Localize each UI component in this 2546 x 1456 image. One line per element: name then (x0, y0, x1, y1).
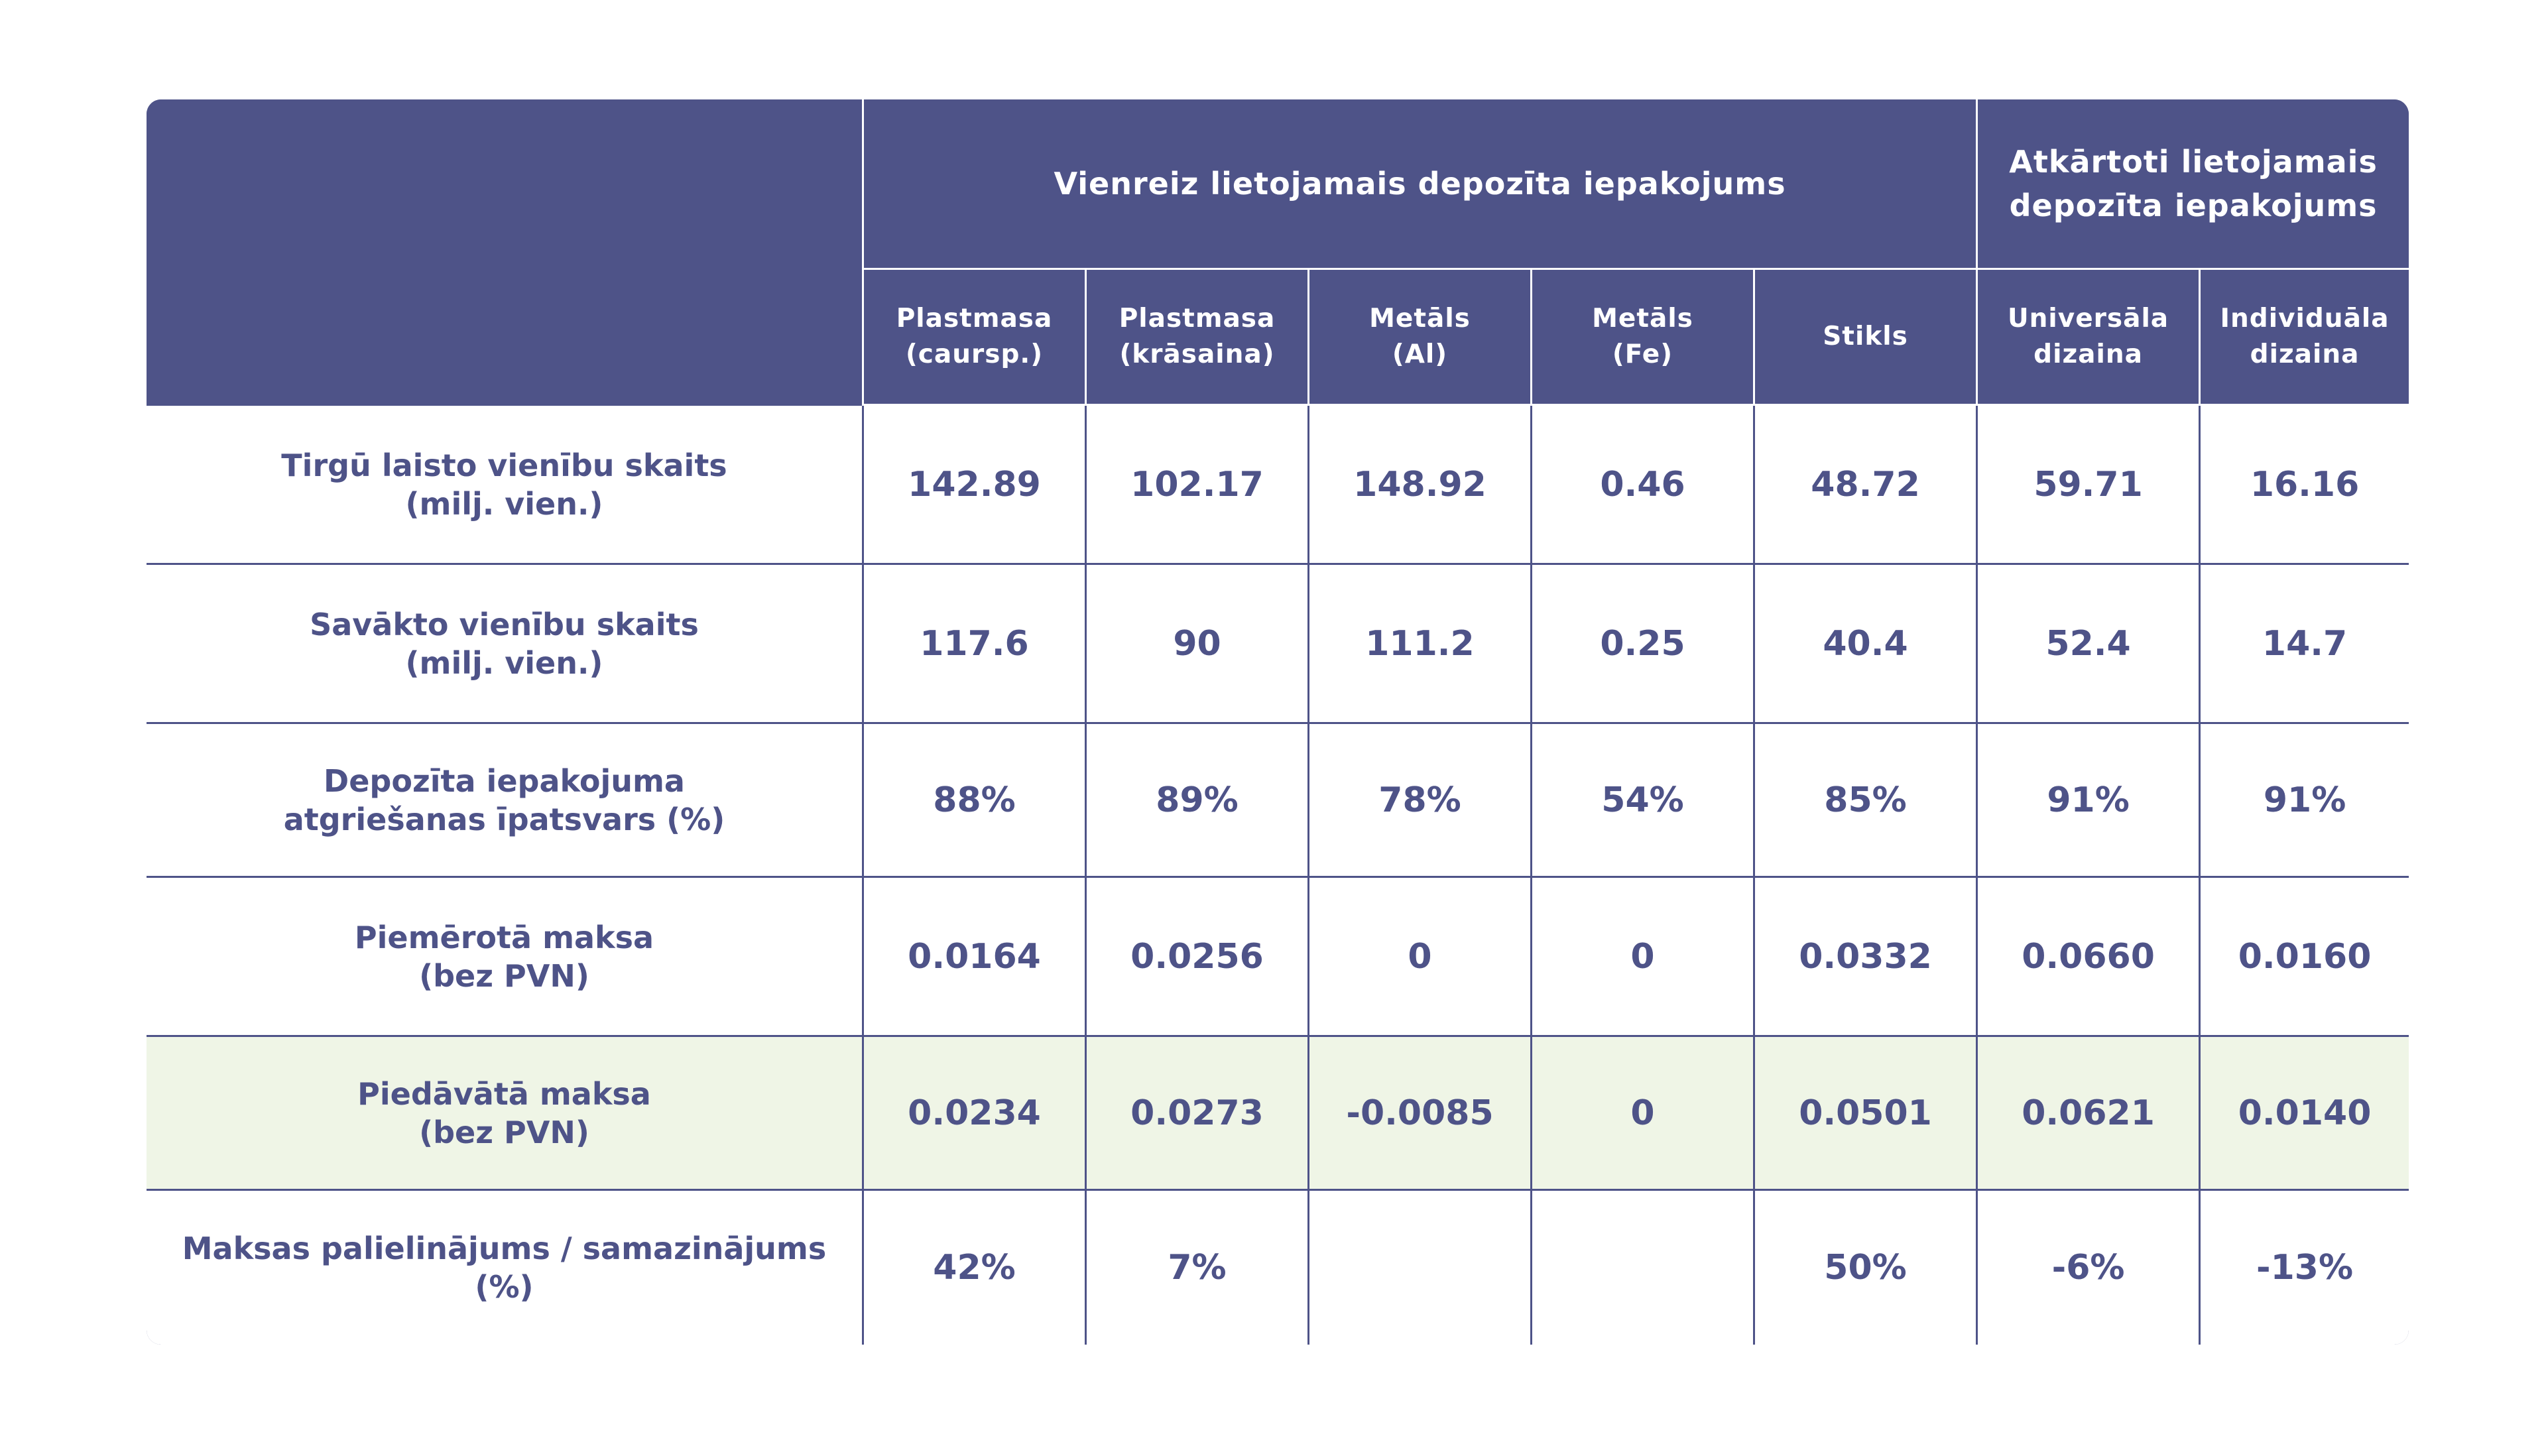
value-cell: 78% (1309, 724, 1532, 878)
table-row: Tirgū laisto vienību skaits (milj. vien.… (147, 406, 2409, 565)
value-cell: 85% (1755, 724, 1978, 878)
table-header: Vienreiz lietojamais depozīta iepakojums… (147, 99, 2409, 406)
value-cell: 0.46 (1532, 406, 1755, 565)
value-cell: 91% (1978, 724, 2201, 878)
value-cell: 0.0164 (864, 878, 1087, 1037)
value-cell: 148.92 (1309, 406, 1532, 565)
column-header-label: Metāls (Al) (1369, 304, 1471, 369)
row-label: Depozīta iepakojuma atgriešanas īpatsvar… (147, 724, 864, 878)
column-header-label: Stikls (1823, 322, 1908, 351)
column-header-metal-al: Metāls (Al) (1309, 270, 1532, 406)
table-body: Tirgū laisto vienību skaits (milj. vien.… (147, 406, 2409, 1345)
group-header-reusable: Atkārtoti lietojamais depozīta iepakojum… (1978, 99, 2409, 270)
row-label: Tirgū laisto vienību skaits (milj. vien.… (147, 406, 864, 565)
group-header-label: Atkārtoti lietojamais depozīta iepakojum… (2009, 144, 2378, 223)
value-cell: -0.0085 (1309, 1037, 1532, 1191)
value-cell: -6% (1978, 1191, 2201, 1345)
row-label: Maksas palielinājums / samazinājums (%) (147, 1191, 864, 1345)
value-cell: 7% (1087, 1191, 1309, 1345)
value-cell: 0.0660 (1978, 878, 2201, 1037)
value-cell: 0.0273 (1087, 1037, 1309, 1191)
value-cell: 48.72 (1755, 406, 1978, 565)
value-cell: 0.0621 (1978, 1037, 2201, 1191)
column-header-plastic-clear: Plastmasa (caursp.) (864, 270, 1087, 406)
value-cell: 52.4 (1978, 565, 2201, 724)
table-row: Piemērotā maksa (bez PVN) 0.0164 0.0256 … (147, 878, 2409, 1037)
value-cell: 0.0160 (2201, 878, 2409, 1037)
value-cell: -13% (2201, 1191, 2409, 1345)
group-header-label: Vienreiz lietojamais depozīta iepakojums (1054, 166, 1786, 202)
value-cell: 89% (1087, 724, 1309, 878)
column-header-row: Plastmasa (caursp.) Plastmasa (krāsaina)… (147, 270, 2409, 406)
column-group-row: Vienreiz lietojamais depozīta iepakojums… (147, 99, 2409, 406)
table-row: Maksas palielinājums / samazinājums (%) … (147, 1191, 2409, 1345)
value-cell: 0 (1309, 878, 1532, 1037)
table-row: Savākto vienību skaits (milj. vien.) 117… (147, 565, 2409, 724)
value-cell: 88% (864, 724, 1087, 878)
value-cell: 42% (864, 1191, 1087, 1345)
value-cell: 142.89 (864, 406, 1087, 565)
table-row: Depozīta iepakojuma atgriešanas īpatsvar… (147, 724, 2409, 878)
column-header-label: Metāls (Fe) (1592, 304, 1693, 369)
column-header-glass: Stikls (1755, 270, 1978, 406)
value-cell: 0.0140 (2201, 1037, 2409, 1191)
value-cell: 0 (1532, 878, 1755, 1037)
value-cell: 0.0256 (1087, 878, 1309, 1037)
row-label: Piedāvātā maksa (bez PVN) (147, 1037, 864, 1191)
group-header-single-use: Vienreiz lietojamais depozīta iepakojums (864, 99, 1978, 270)
value-cell: 91% (2201, 724, 2409, 878)
value-cell (1309, 1191, 1532, 1345)
row-label: Savākto vienību skaits (milj. vien.) (147, 565, 864, 724)
column-header-universal-design: Universāla dizaina (1978, 270, 2201, 406)
value-cell: 59.71 (1978, 406, 2201, 565)
value-cell: 0.0332 (1755, 878, 1978, 1037)
column-header-label: Individuāla dizaina (2220, 304, 2390, 369)
value-cell: 0.0501 (1755, 1037, 1978, 1191)
column-header-label: Universāla dizaina (2008, 304, 2169, 369)
value-cell: 0.25 (1532, 565, 1755, 724)
column-header-plastic-colored: Plastmasa (krāsaina) (1087, 270, 1309, 406)
table-row-highlighted: Piedāvātā maksa (bez PVN) 0.0234 0.0273 … (147, 1037, 2409, 1191)
column-header-individual-design: Individuāla dizaina (2201, 270, 2409, 406)
header-corner-cell (147, 99, 864, 406)
value-cell: 54% (1532, 724, 1755, 878)
value-cell: 0.0234 (864, 1037, 1087, 1191)
column-header-label: Plastmasa (krāsaina) (1119, 304, 1276, 369)
value-cell: 90 (1087, 565, 1309, 724)
row-label: Piemērotā maksa (bez PVN) (147, 878, 864, 1037)
value-cell: 111.2 (1309, 565, 1532, 724)
value-cell (1532, 1191, 1755, 1345)
value-cell: 0 (1532, 1037, 1755, 1191)
deposit-packaging-fee-table: Vienreiz lietojamais depozīta iepakojums… (147, 99, 2409, 1345)
column-header-label: Plastmasa (caursp.) (896, 304, 1053, 369)
value-cell: 16.16 (2201, 406, 2409, 565)
value-cell: 14.7 (2201, 565, 2409, 724)
value-cell: 50% (1755, 1191, 1978, 1345)
value-cell: 40.4 (1755, 565, 1978, 724)
value-cell: 102.17 (1087, 406, 1309, 565)
column-header-metal-fe: Metāls (Fe) (1532, 270, 1755, 406)
value-cell: 117.6 (864, 565, 1087, 724)
